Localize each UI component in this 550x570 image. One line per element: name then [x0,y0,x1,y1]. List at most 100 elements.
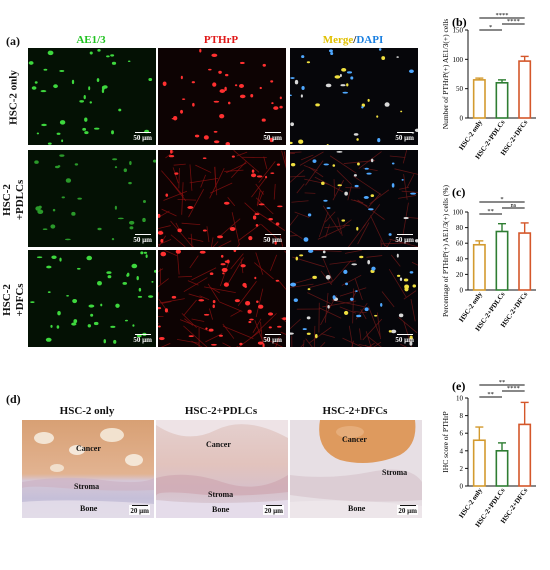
bar [495,230,509,291]
y-tick-label: 40 [456,255,464,263]
y-tick-label: 100 [453,209,464,217]
scale-bar-r3-c3: 50 µm [395,333,414,344]
scale-label: 50 µm [263,236,282,244]
y-tick-label: 8 [460,412,464,420]
y-axis-label: Percentage of PTHrP(+) AE1/3(+) cells (%… [441,185,450,317]
chart-panel-label: (e) [452,379,465,393]
bar [518,423,532,487]
ihc-image-hsc2-pdlcs: Cancer Stroma Bone 20 µm [156,420,288,518]
ihc-scale-bar-2: 20 µm [263,504,284,515]
scale-bar-r1-c1: 50 µm [133,131,152,142]
ihc-title-hsc2-dfcs: HSC-2+DFCs [322,405,388,417]
y-tick-label: 4 [460,447,464,455]
panel-a-label: (a) [6,34,20,48]
ihc-title-hsc2-only: HSC-2 only [59,405,115,417]
ihc-label-stroma-2: Stroma [208,490,234,499]
scale-bar-r1-c2: 50 µm [263,131,282,142]
panel-d-label: (d) [6,392,21,406]
chart-panel-label: (b) [452,15,467,29]
scale-label: 50 µm [395,236,414,244]
y-tick-label: 0 [460,115,464,123]
bar [518,232,532,291]
fluorescence-image-r2-c3: 50 µm [290,150,418,247]
ihc-tissue-3 [290,420,422,518]
y-tick-label: 10 [456,395,464,403]
ihc-label-bone-3: Bone [348,504,366,513]
significance-label: ** [487,391,494,398]
y-tick-label: 0 [460,287,464,295]
ihc-title-hsc2-pdlcs: HSC-2+PDLCs [184,405,258,417]
ihc-scale-bar-1: 20 µm [129,504,150,515]
y-tick-label: 50 [456,85,464,93]
column-title-pthrp: PTHrP [203,34,239,46]
scale-label: 50 µm [133,134,152,142]
scale-bar-r3-c1: 50 µm [133,333,152,344]
scale-label: 50 µm [263,134,282,142]
chart-panel-label: (c) [452,185,465,199]
fluorescence-image-r3-c3: 50 µm [290,250,418,347]
column-title-merge-dapi: Merge/DAPI [290,34,416,46]
significance-label: ** [499,379,506,386]
scale-label: 50 µm [263,336,282,344]
ihc-label-cancer-1: Cancer [76,444,101,453]
y-tick-label: 60 [456,240,464,248]
fluorescence-image-r1-c2: 50 µm [158,48,286,145]
y-tick-label: 0 [460,483,464,491]
merge-word: Merge [322,34,354,46]
bar [472,439,486,487]
y-tick-label: 100 [453,56,464,64]
significance-label: **** [507,18,520,25]
scale-bar-r2-c3: 50 µm [395,233,414,244]
y-tick-label: 6 [460,430,464,438]
bar [495,82,509,119]
ihc-image-hsc2-dfcs: Cancer Stroma Bone 20 µm [290,420,422,518]
fluorescence-image-r1-c1: 50 µm [28,48,156,145]
ihc-tissue-2 [156,420,288,518]
significance-label: * [500,196,503,203]
scale-label: 50 µm [395,336,414,344]
fluorescence-image-r1-c3: 50 µm [290,48,418,145]
significance-label: **** [496,12,509,19]
fluorescence-image-r2-c1: 50 µm [28,150,156,247]
significance-label: ** [487,208,494,215]
y-tick-label: 80 [456,224,464,232]
significance-label: **** [507,385,520,392]
significance-label: ns [510,202,516,209]
scale-label: 50 µm [133,236,152,244]
fluorescence-image-r2-c2: 50 µm [158,150,286,247]
ihc-label-bone-1: Bone [80,504,98,513]
fluorescence-image-r3-c1: 50 µm [28,250,156,347]
ihc-label-bone-2: Bone [212,505,230,514]
significance-label: * [489,24,492,31]
fluorescence-image-r3-c2: 50 µm [158,250,286,347]
ihc-scale-bar-3: 20 µm [397,504,418,515]
ihc-image-hsc2-only: Cancer Stroma Bone 20 µm [22,420,154,518]
ihc-label-stroma-3: Stroma [382,468,408,477]
y-tick-label: 2 [460,465,464,473]
scale-bar-r3-c2: 50 µm [263,333,282,344]
scale-bar-r2-c2: 50 µm [263,233,282,244]
scale-label: 50 µm [395,134,414,142]
bar [518,60,532,119]
y-axis-label: IHC score of PTHrP [441,411,450,472]
slash: / [353,34,357,46]
scale-bar-r2-c1: 50 µm [133,233,152,244]
ihc-scale-label-3: 20 µm [398,507,417,515]
dapi-word: DAPI [356,34,384,46]
scale-label: 50 µm [133,336,152,344]
bar [495,449,509,487]
y-tick-label: 20 [456,271,464,279]
ihc-scale-label-2: 20 µm [264,507,283,515]
ihc-label-stroma-1: Stroma [74,482,100,491]
ihc-label-cancer-3: Cancer [342,435,367,444]
ihc-scale-label-1: 20 µm [130,507,149,515]
ihc-label-cancer-2: Cancer [206,440,231,449]
y-tick-label: 150 [453,27,464,35]
scale-bar-r1-c3: 50 µm [395,131,414,142]
ihc-tissue-1 [22,420,154,518]
bar [472,79,486,119]
y-axis-label: Number of PTHrP(+) AE1/3(+) cells [441,19,450,130]
column-title-ae13: AE1/3 [76,34,106,46]
bar [472,243,486,291]
